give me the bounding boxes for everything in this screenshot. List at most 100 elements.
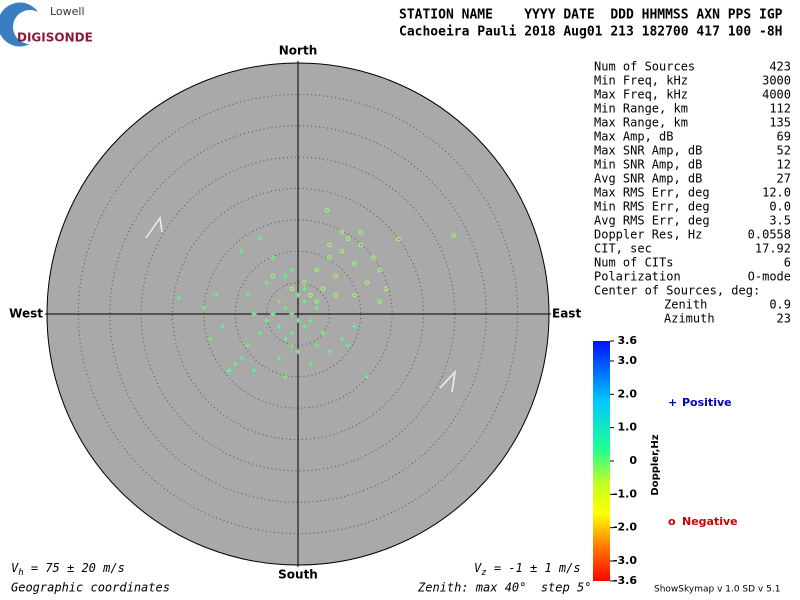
source-positive bbox=[251, 311, 257, 317]
direction-label: West bbox=[9, 307, 43, 321]
source-negative bbox=[352, 261, 357, 267]
stat-value: 0.9 bbox=[769, 298, 791, 312]
source-positive bbox=[308, 317, 314, 323]
source-positive bbox=[276, 355, 282, 361]
stats: Num of Sources 423 Min Freq, kHz 3000 Max Fr… bbox=[594, 60, 791, 326]
direction-label: North bbox=[279, 44, 317, 58]
colorbar-tick-label: -1.0 bbox=[613, 487, 637, 500]
version: ShowSkymap v 1.0 SD v 5.1 bbox=[654, 585, 780, 595]
stat-value: 17.92 bbox=[755, 242, 791, 256]
source-positive bbox=[213, 292, 219, 298]
direction-label: South bbox=[278, 568, 318, 582]
vh: Vh = 75 ± 20 m/s bbox=[11, 561, 125, 578]
stat-section: Center of Sources, deg: bbox=[594, 284, 760, 298]
colorbar bbox=[593, 341, 610, 581]
stat-value: 12.0 bbox=[762, 186, 791, 200]
source-positive bbox=[257, 236, 263, 242]
source-negative bbox=[339, 230, 345, 235]
source-positive bbox=[251, 367, 257, 373]
logo-bottom: DIGISONDE bbox=[17, 31, 93, 45]
source-positive bbox=[289, 267, 295, 273]
source-positive bbox=[264, 280, 270, 286]
source-positive bbox=[282, 336, 288, 342]
colorbar-tick-label: 3.6 bbox=[618, 334, 638, 347]
source-negative bbox=[270, 274, 276, 279]
source-positive bbox=[282, 374, 288, 380]
source-positive bbox=[282, 305, 288, 311]
stat-value: 4000 bbox=[762, 88, 791, 102]
colorbar-tick-label: 1.0 bbox=[618, 421, 638, 434]
header-values: Cachoeira Pauli 2018 Aug01 213 182700 41… bbox=[399, 25, 783, 40]
source-positive bbox=[289, 342, 295, 348]
colorbar-tick-label: -2.0 bbox=[613, 521, 637, 534]
source-negative bbox=[364, 280, 370, 285]
source-positive bbox=[239, 248, 245, 254]
source-negative bbox=[314, 267, 320, 273]
stat-label: Min RMS Err, deg bbox=[594, 200, 710, 214]
source-positive bbox=[308, 361, 314, 367]
source-positive bbox=[276, 298, 282, 304]
stat-value: 423 bbox=[769, 60, 791, 74]
source-positive bbox=[295, 349, 301, 355]
source-positive bbox=[270, 311, 276, 317]
source-positive bbox=[301, 298, 307, 304]
stat-label: Min Range, km bbox=[594, 102, 688, 116]
source-positive bbox=[245, 342, 251, 348]
source-negative bbox=[324, 208, 330, 213]
legend-positive-symbol: + bbox=[668, 396, 677, 409]
source-negative bbox=[301, 280, 307, 285]
stat-value: 69 bbox=[777, 130, 791, 144]
stat-label: Num of CITs bbox=[594, 256, 673, 270]
source-negative bbox=[396, 236, 401, 241]
source-positive bbox=[339, 336, 345, 342]
stat-label: Max RMS Err, deg bbox=[594, 186, 710, 200]
source-negative bbox=[339, 248, 345, 254]
stat-label: Avg SNR Amp, dB bbox=[594, 172, 702, 186]
source-positive bbox=[176, 295, 182, 301]
source-negative bbox=[308, 292, 313, 298]
stat-value: 0.0558 bbox=[748, 228, 791, 242]
stat-value: 135 bbox=[769, 116, 791, 130]
source-positive bbox=[270, 255, 276, 261]
stat-label: Max SNR Amp, dB bbox=[594, 144, 702, 158]
colorbar-tick-label: 3.0 bbox=[618, 354, 638, 367]
source-positive bbox=[201, 305, 207, 311]
source-positive bbox=[226, 367, 232, 373]
source-positive bbox=[276, 324, 282, 330]
vz-sub: z bbox=[481, 568, 486, 578]
source-positive bbox=[364, 374, 370, 380]
source-negative bbox=[333, 274, 338, 279]
stat-value: 52 bbox=[777, 144, 791, 158]
source-negative bbox=[377, 267, 382, 273]
stat-label: CIT, sec bbox=[594, 242, 652, 256]
stat-label: Doppler Res, Hz bbox=[594, 228, 702, 242]
legend-positive: Positive bbox=[682, 396, 732, 409]
source-positive bbox=[257, 330, 263, 336]
source-positive bbox=[220, 324, 226, 330]
source-negative bbox=[327, 255, 332, 260]
source-positive bbox=[245, 292, 251, 298]
stat-label: Min Freq, kHz bbox=[594, 74, 688, 88]
source-negative bbox=[289, 286, 295, 292]
stat-label: Num of Sources bbox=[594, 60, 695, 74]
colorbar-tick-label: -3.6 bbox=[613, 574, 637, 587]
stat-value: 23 bbox=[777, 312, 791, 326]
motion-glyph bbox=[145, 216, 163, 239]
logo-top: Lowell bbox=[50, 5, 85, 18]
vh-symbol: V bbox=[11, 561, 19, 575]
header-columns: STATION NAME YYYY DATE DDD HHMMSS AXN PP… bbox=[399, 8, 783, 23]
source-negative bbox=[352, 292, 357, 298]
stat-label: Avg RMS Err, deg bbox=[594, 214, 710, 228]
coordinates: Geographic coordinates bbox=[11, 581, 170, 595]
stat-label: Max Range, km bbox=[594, 116, 688, 130]
stat-value: 0.0 bbox=[769, 200, 791, 214]
vz-text: = -1 ± 1 m/s bbox=[487, 561, 581, 575]
source-negative bbox=[383, 286, 389, 292]
vz: Vz = -1 ± 1 m/s bbox=[474, 561, 581, 578]
stat-label: Max Freq, kHz bbox=[594, 88, 688, 102]
source-negative bbox=[314, 299, 320, 304]
zenith-note: Zenith: max 40° step 5° bbox=[417, 581, 591, 595]
source-positive bbox=[239, 355, 245, 361]
